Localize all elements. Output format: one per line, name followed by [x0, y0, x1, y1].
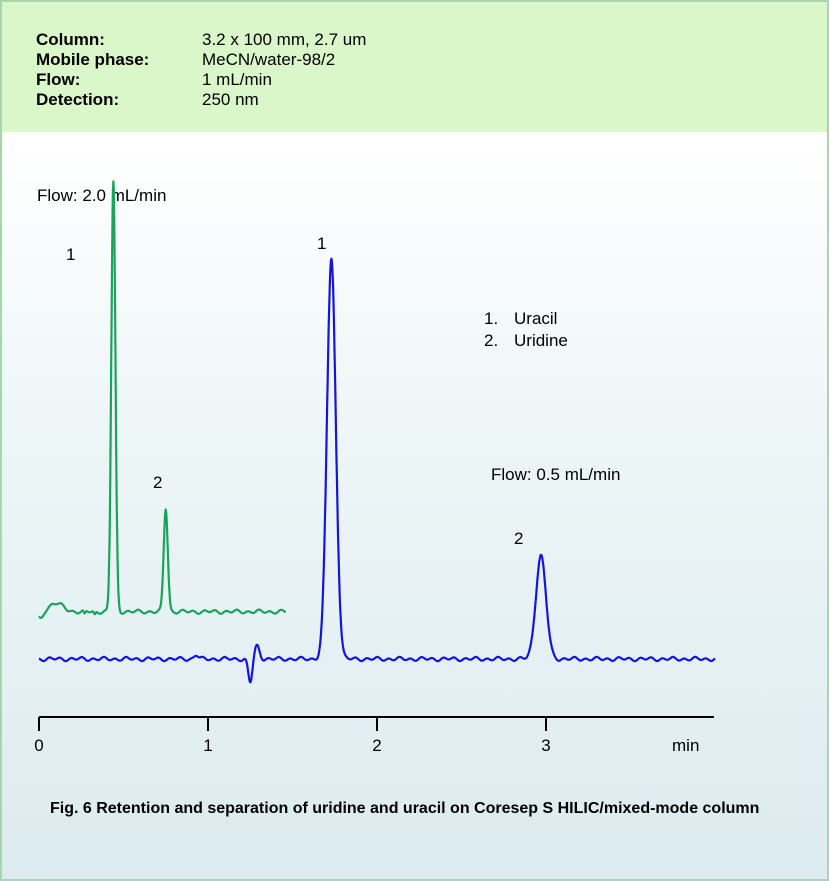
- peak-label-green-1: 1: [66, 245, 75, 264]
- trace-flow-2-0: [38, 180, 287, 619]
- legend-compound: Uracil: [514, 309, 557, 328]
- trace-flow-0-5: [38, 257, 716, 684]
- condition-value: 3.2 x 100 mm, 2.7 um: [202, 30, 367, 49]
- x-axis: 0 1 2 3 min: [34, 716, 714, 755]
- condition-label: Mobile phase:: [36, 50, 150, 69]
- x-axis-label: min: [672, 736, 699, 755]
- peak-label-blue-2: 2: [514, 529, 523, 548]
- condition-value: 250 nm: [202, 90, 259, 109]
- figure-caption: Fig. 6 Retention and separation of uridi…: [50, 800, 760, 817]
- x-tick-label: 0: [34, 736, 43, 755]
- legend-number: 2.: [484, 331, 498, 350]
- x-tick-label: 1: [203, 736, 212, 755]
- condition-label: Flow:: [36, 70, 81, 89]
- condition-label: Detection:: [36, 90, 120, 109]
- series-label-blue: Flow: 0.5 mL/min: [491, 465, 620, 484]
- x-tick-label: 2: [372, 736, 381, 755]
- condition-label: Column:: [36, 30, 105, 49]
- condition-value: 1 mL/min: [202, 70, 272, 89]
- legend-number: 1.: [484, 309, 498, 328]
- condition-value: MeCN/water-98/2: [202, 50, 336, 69]
- peak-label-blue-1: 1: [317, 234, 326, 253]
- peak-label-green-2: 2: [153, 473, 162, 492]
- conditions-panel: Column: 3.2 x 100 mm, 2.7 um Mobile phas…: [2, 2, 827, 132]
- x-tick-label: 3: [541, 736, 550, 755]
- legend-compound: Uridine: [514, 331, 568, 350]
- series-label-green: Flow: 2.0 mL/min: [37, 186, 166, 205]
- legend: 1. Uracil 2. Uridine: [484, 309, 568, 350]
